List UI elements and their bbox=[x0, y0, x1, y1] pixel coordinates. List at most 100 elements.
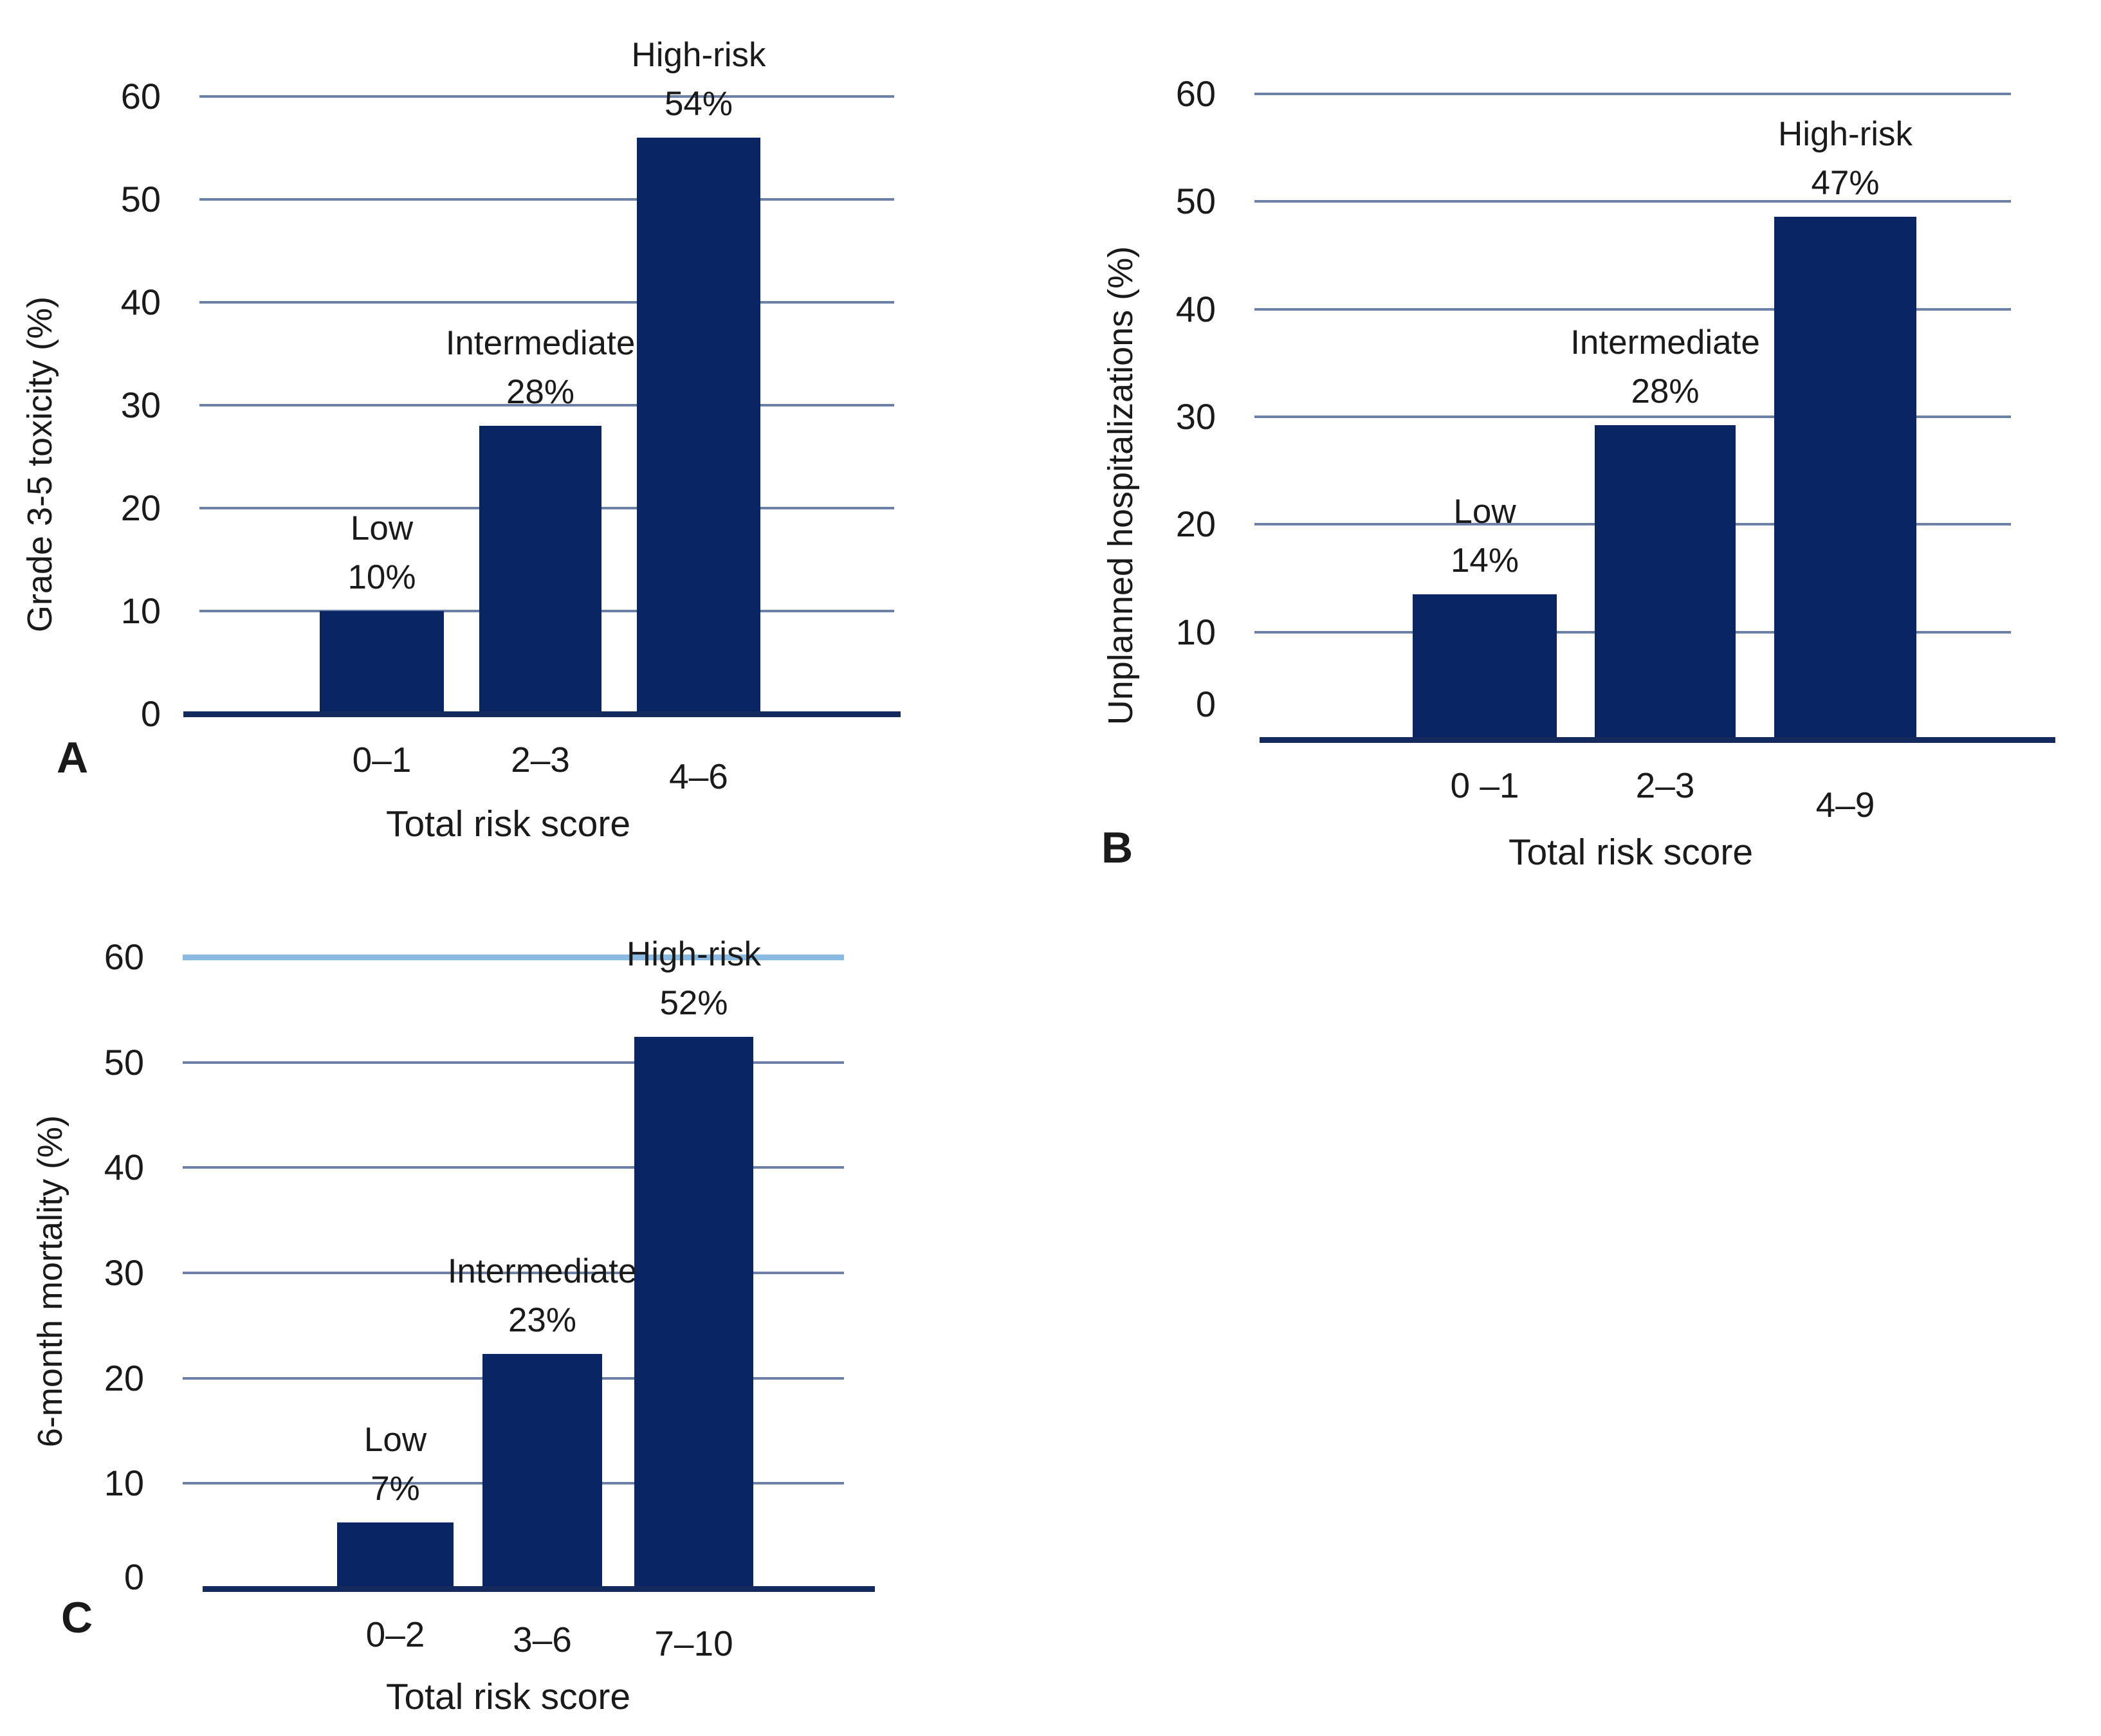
bar-label: Intermediate 23% bbox=[448, 1247, 638, 1345]
x-tick-label: 0 –1 bbox=[1450, 765, 1519, 805]
bar-label-risk-group: Low bbox=[1453, 493, 1516, 531]
bar-label-percent: 10% bbox=[347, 558, 416, 596]
bar-label-risk-group: High-risk bbox=[1777, 114, 1913, 153]
x-axis-line bbox=[183, 711, 901, 717]
y-tick-label: 0 bbox=[124, 1557, 144, 1597]
y-tick-label: 20 bbox=[120, 488, 161, 528]
y-tick-label: 40 bbox=[1175, 288, 1216, 329]
gridline bbox=[183, 1272, 844, 1274]
gridline bbox=[183, 1166, 844, 1169]
bar-label-risk-group: High-risk bbox=[626, 935, 762, 974]
y-axis-title: 6-month mortality (%) bbox=[31, 1115, 69, 1448]
gridline bbox=[199, 198, 894, 201]
x-axis-title: Total risk score bbox=[385, 803, 631, 845]
x-axis-title: Total risk score bbox=[385, 1676, 631, 1717]
bar bbox=[337, 1522, 454, 1589]
bar-label: High-risk 54% bbox=[631, 31, 766, 129]
bar-label-percent: 7% bbox=[371, 1469, 420, 1508]
y-tick-label: 60 bbox=[1175, 73, 1216, 114]
y-axis-title: Grade 3-5 toxicity (%) bbox=[21, 296, 59, 633]
bar-label: Intermediate 28% bbox=[1570, 318, 1760, 416]
y-tick-label: 10 bbox=[120, 590, 161, 631]
gridline bbox=[183, 1482, 844, 1485]
gridline bbox=[1254, 200, 2011, 203]
bar bbox=[479, 426, 601, 714]
y-tick-label: 40 bbox=[104, 1147, 144, 1188]
y-tick-label: 40 bbox=[120, 282, 161, 322]
bar-label-risk-group: Low bbox=[350, 509, 414, 547]
gridline bbox=[1254, 307, 2011, 311]
x-axis-line bbox=[203, 1586, 875, 1592]
bar-label-percent: 47% bbox=[1811, 163, 1880, 202]
y-axis-title: Unplanned hospitalizations (%) bbox=[1101, 246, 1140, 726]
x-tick-label: 4–9 bbox=[1815, 785, 1875, 825]
gridline bbox=[1254, 523, 2011, 526]
bar bbox=[634, 1037, 753, 1589]
y-tick-label: 20 bbox=[104, 1357, 144, 1398]
bar-label: Low 14% bbox=[1451, 488, 1519, 585]
gridline bbox=[183, 1061, 844, 1064]
gridline bbox=[1254, 630, 2011, 634]
gridline bbox=[1254, 93, 2011, 95]
bar-label: Low 10% bbox=[347, 504, 416, 602]
y-tick-label: 60 bbox=[120, 76, 161, 116]
y-tick-label: 50 bbox=[1175, 181, 1216, 222]
bar bbox=[320, 611, 444, 714]
x-tick-label: 0–2 bbox=[365, 1614, 425, 1654]
bar-label-percent: 28% bbox=[506, 373, 575, 411]
bar bbox=[482, 1354, 602, 1589]
x-axis-title: Total risk score bbox=[1508, 832, 1754, 873]
bar-label-risk-group: Intermediate bbox=[447, 1252, 638, 1291]
gridline bbox=[199, 507, 894, 509]
bar bbox=[637, 138, 760, 714]
y-tick-label: 60 bbox=[104, 937, 144, 977]
bar-label-percent: 28% bbox=[1631, 372, 1700, 411]
bar-label: High-risk 47% bbox=[1778, 110, 1913, 208]
bar-label-risk-group: Intermediate bbox=[1570, 324, 1760, 362]
x-tick-label: 7–10 bbox=[654, 1623, 733, 1663]
panel-letter-c: C bbox=[61, 1593, 93, 1642]
gridline bbox=[199, 404, 894, 407]
x-tick-label: 2–3 bbox=[1635, 765, 1695, 805]
y-tick-label: 50 bbox=[120, 179, 161, 219]
bar-label-risk-group: High-risk bbox=[631, 36, 766, 74]
y-tick-label: 20 bbox=[1175, 504, 1216, 545]
gridline bbox=[1254, 416, 2011, 418]
bar-label-risk-group: Intermediate bbox=[445, 324, 636, 362]
y-tick-label: 30 bbox=[120, 385, 161, 425]
panel-letter-b: B bbox=[1101, 823, 1133, 872]
bar-label-percent: 52% bbox=[659, 984, 728, 1023]
bar-label-percent: 54% bbox=[664, 85, 733, 123]
gridline bbox=[199, 610, 894, 612]
y-tick-label: 50 bbox=[104, 1041, 144, 1083]
bar-label-percent: 14% bbox=[1450, 542, 1519, 580]
y-tick-label: 30 bbox=[1175, 396, 1216, 437]
y-tick-label: 0 bbox=[1195, 684, 1216, 724]
y-tick-label: 30 bbox=[104, 1252, 144, 1293]
x-tick-label: 0–1 bbox=[352, 740, 412, 780]
gridline bbox=[199, 95, 894, 98]
bar bbox=[1595, 425, 1736, 740]
gridline bbox=[199, 301, 894, 304]
bar bbox=[1413, 594, 1557, 740]
bar-label: Low 7% bbox=[364, 1416, 427, 1513]
panel-letter-a: A bbox=[57, 733, 89, 782]
bar bbox=[1774, 216, 1916, 740]
x-tick-label: 2–3 bbox=[511, 740, 570, 780]
bar-label-risk-group: Low bbox=[363, 1420, 427, 1459]
bar-label: High-risk 52% bbox=[627, 930, 761, 1028]
bar-label-percent: 23% bbox=[508, 1301, 577, 1340]
bar-label: Intermediate 28% bbox=[446, 319, 636, 417]
y-tick-label: 10 bbox=[1175, 611, 1216, 652]
x-axis-line bbox=[1260, 737, 2055, 743]
x-tick-label: 3–6 bbox=[513, 1620, 572, 1659]
x-tick-label: 4–6 bbox=[669, 756, 728, 796]
gridline bbox=[183, 1376, 844, 1380]
y-tick-label: 0 bbox=[140, 693, 161, 734]
y-tick-label: 10 bbox=[104, 1463, 144, 1504]
highlight-gridline bbox=[183, 955, 844, 960]
